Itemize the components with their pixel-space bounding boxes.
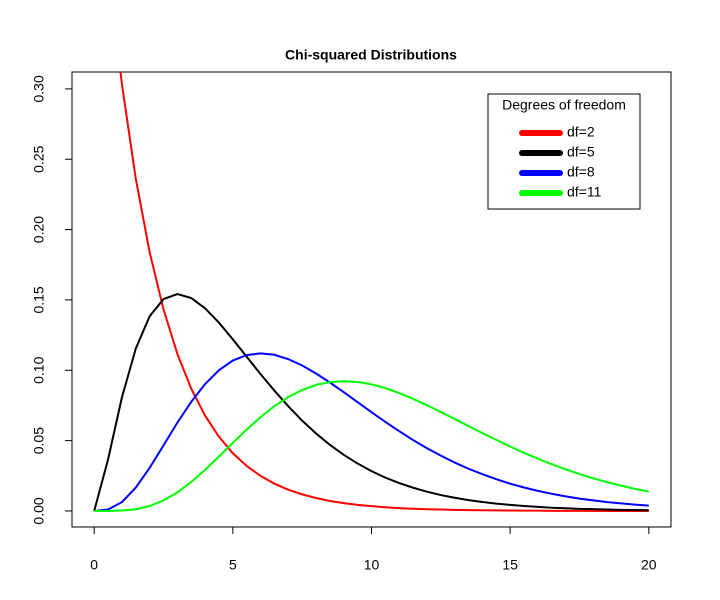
series-line	[94, 380, 650, 512]
y-tick-label: 0.25	[31, 145, 47, 172]
series-line	[93, 292, 649, 512]
curves	[93, 72, 650, 512]
legend-label: df=11	[567, 184, 602, 200]
y-tick-label: 0.20	[31, 216, 47, 243]
legend-label: df=8	[567, 164, 595, 180]
x-tick-label: 15	[502, 557, 518, 573]
x-tick-label: 20	[641, 557, 657, 573]
chart-title: Chi-squared Distributions	[285, 47, 457, 63]
y-tick-label: 0.30	[31, 75, 47, 102]
x-tick-label: 5	[229, 557, 237, 573]
series-line	[94, 352, 649, 512]
legend-label: df=5	[567, 144, 595, 160]
legend-label: df=2	[567, 124, 595, 140]
legend-box	[487, 93, 641, 210]
y-tick-label: 0.15	[31, 286, 47, 313]
x-tick-label: 10	[364, 557, 380, 573]
y-tick-label: 0.10	[31, 356, 47, 383]
x-tick-label: 0	[90, 557, 98, 573]
legend-title: Degrees of freedom	[502, 97, 626, 113]
y-tick-label: 0.00	[31, 497, 47, 524]
series-line	[119, 72, 649, 512]
y-tick-label: 0.05	[31, 427, 47, 454]
